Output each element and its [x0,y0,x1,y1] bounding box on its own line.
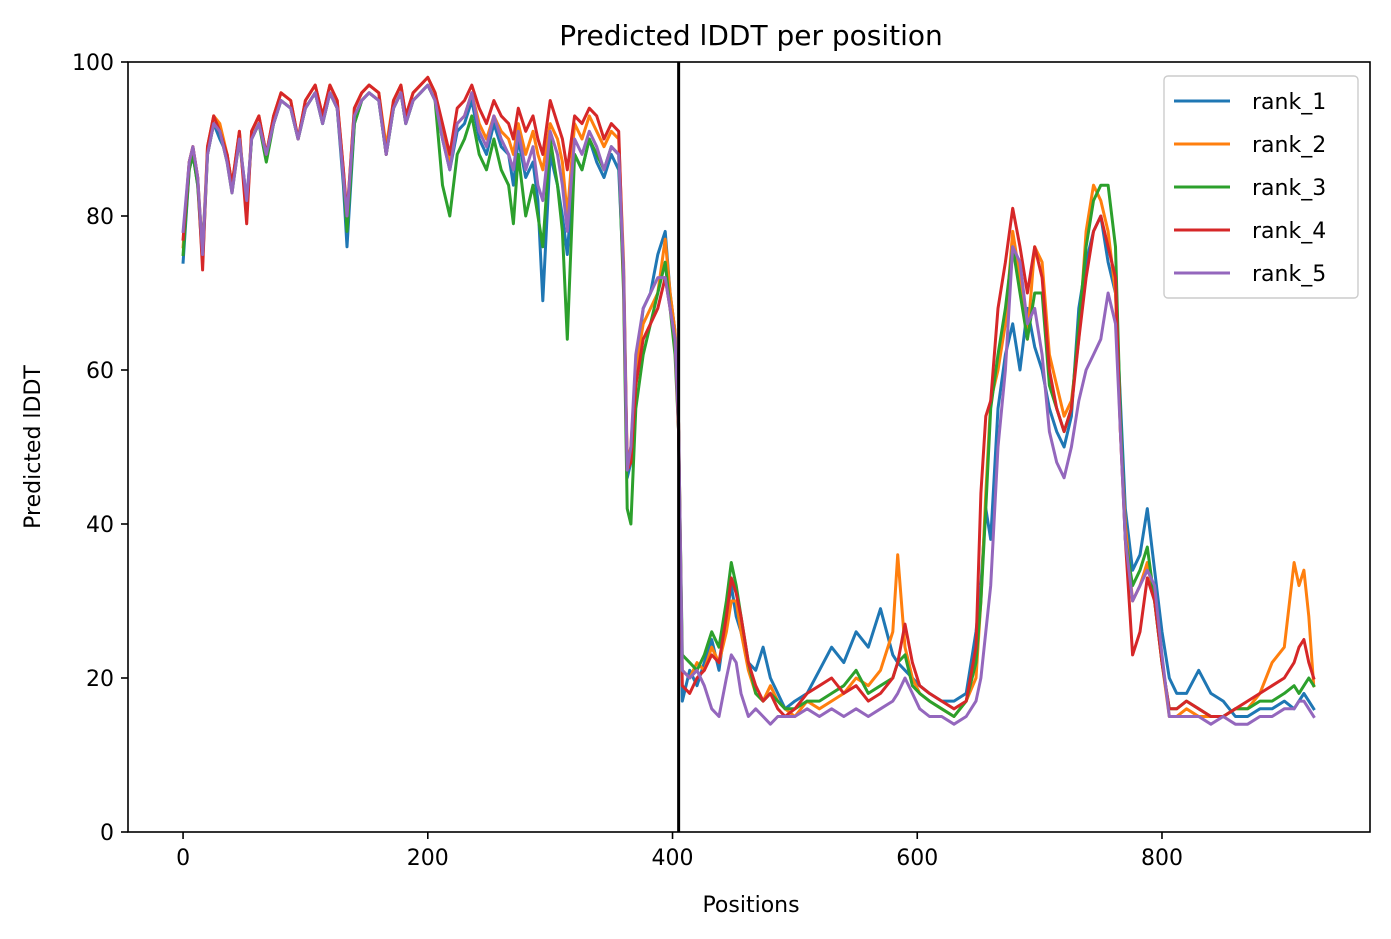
y-tick-label: 40 [86,513,114,538]
legend: rank_1 rank_2 rank_3 rank_4 rank_5 [1163,75,1359,299]
x-tick-label: 400 [652,846,694,871]
legend-label-rank-2: rank_2 [1252,133,1326,158]
y-tick-label: 0 [100,821,114,846]
legend-label-rank-1: rank_1 [1252,90,1326,115]
y-tick-label: 60 [86,359,114,384]
y-axis-ticks: 0 20 40 60 80 100 [72,51,128,846]
series-line-rank-5 [181,83,1316,726]
x-tick-label: 200 [407,846,449,871]
legend-box [1163,75,1359,299]
y-tick-label: 80 [86,205,114,230]
series-lines [181,75,1316,726]
x-tick-label: 0 [176,846,190,871]
plot-frame [127,61,1371,833]
x-tick-label: 800 [1141,846,1183,871]
x-tick-label: 600 [896,846,938,871]
x-axis-ticks: 0 200 400 600 800 [176,832,1183,871]
y-axis-label: Predicted lDDT [21,365,46,529]
legend-label-rank-5: rank_5 [1252,262,1326,287]
legend-label-rank-4: rank_4 [1252,219,1326,244]
x-axis-label: Positions [702,893,799,918]
legend-entries: rank_1 rank_2 rank_3 rank_4 rank_5 [1174,90,1326,287]
y-tick-label: 100 [72,51,114,76]
legend-label-rank-3: rank_3 [1252,176,1326,201]
chart-title: Predicted lDDT per position [559,19,943,52]
y-tick-label: 20 [86,667,114,692]
